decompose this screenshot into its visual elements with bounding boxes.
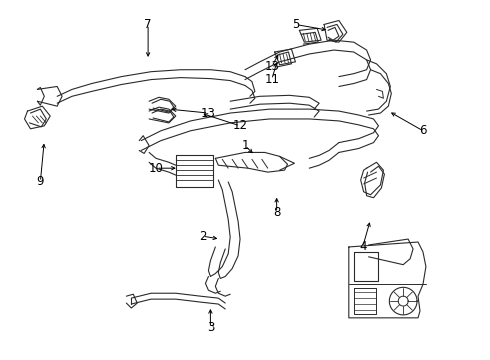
Text: 3: 3 [207,321,214,334]
Text: 2: 2 [199,230,206,243]
Text: 13: 13 [201,107,216,120]
Text: 7: 7 [145,18,152,31]
Text: 11: 11 [264,73,279,86]
Text: 12: 12 [233,120,247,132]
Text: 6: 6 [419,124,427,137]
Text: 13: 13 [264,60,279,73]
Text: 1: 1 [241,139,249,152]
Text: 9: 9 [37,175,44,189]
Text: 4: 4 [359,240,367,253]
Text: 8: 8 [273,206,280,219]
Text: 10: 10 [148,162,164,175]
Text: 5: 5 [292,18,299,31]
